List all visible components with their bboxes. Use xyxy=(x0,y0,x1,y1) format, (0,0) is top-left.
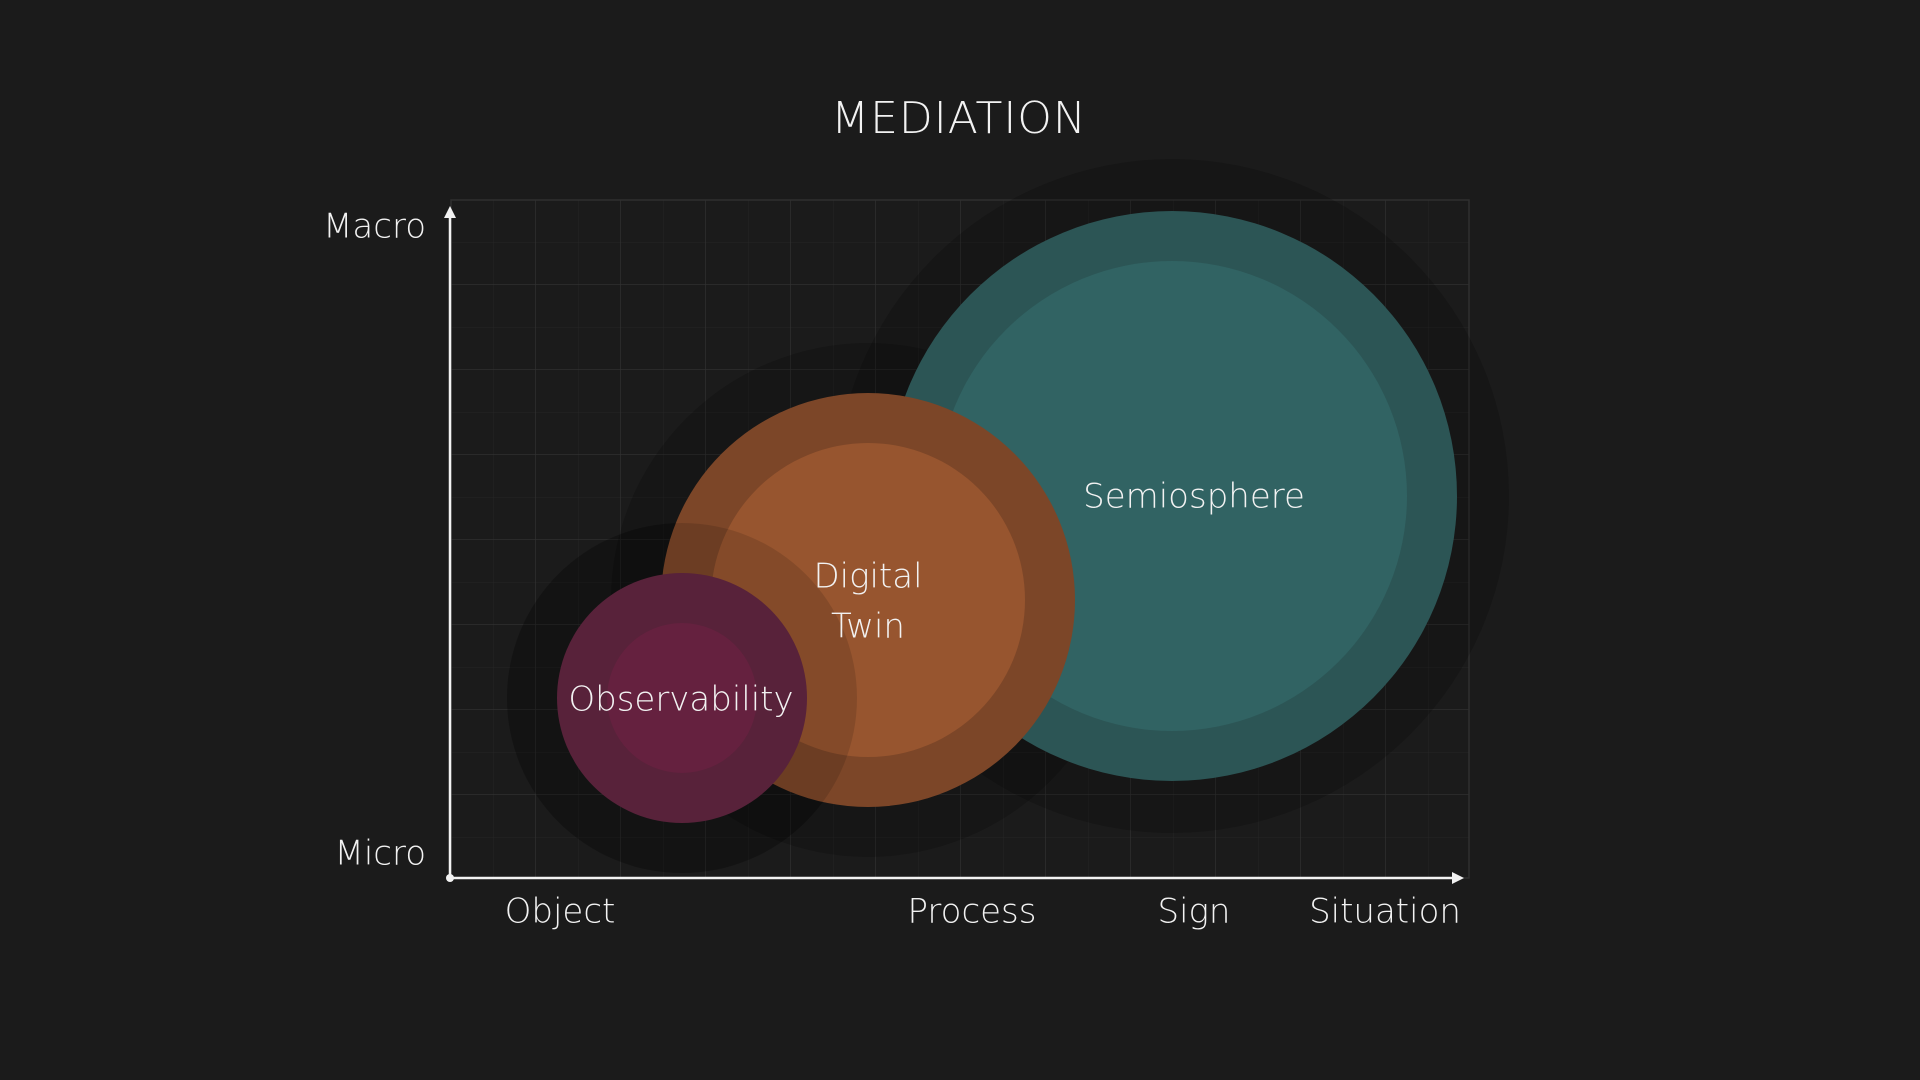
observability-core xyxy=(607,623,757,773)
x-label: Situation xyxy=(1309,892,1461,932)
x-label: Sign xyxy=(1158,892,1231,932)
y-top-label: Macro xyxy=(323,207,426,247)
bubble-label: Observability xyxy=(568,680,793,720)
x-label: Process xyxy=(908,892,1037,932)
axes xyxy=(444,206,1464,884)
x-label: Object xyxy=(505,892,616,932)
bubble-label: Semiosphere xyxy=(1083,477,1305,517)
bubbles xyxy=(507,159,1509,873)
bubble-label: Twin xyxy=(831,607,905,647)
y-arrow xyxy=(444,206,456,218)
origin xyxy=(446,874,454,882)
y-bottom-label: Micro xyxy=(334,834,426,874)
x-arrow xyxy=(1452,872,1464,884)
bubble-label: Digital xyxy=(813,557,922,597)
title: MEDIATION xyxy=(831,93,1087,144)
